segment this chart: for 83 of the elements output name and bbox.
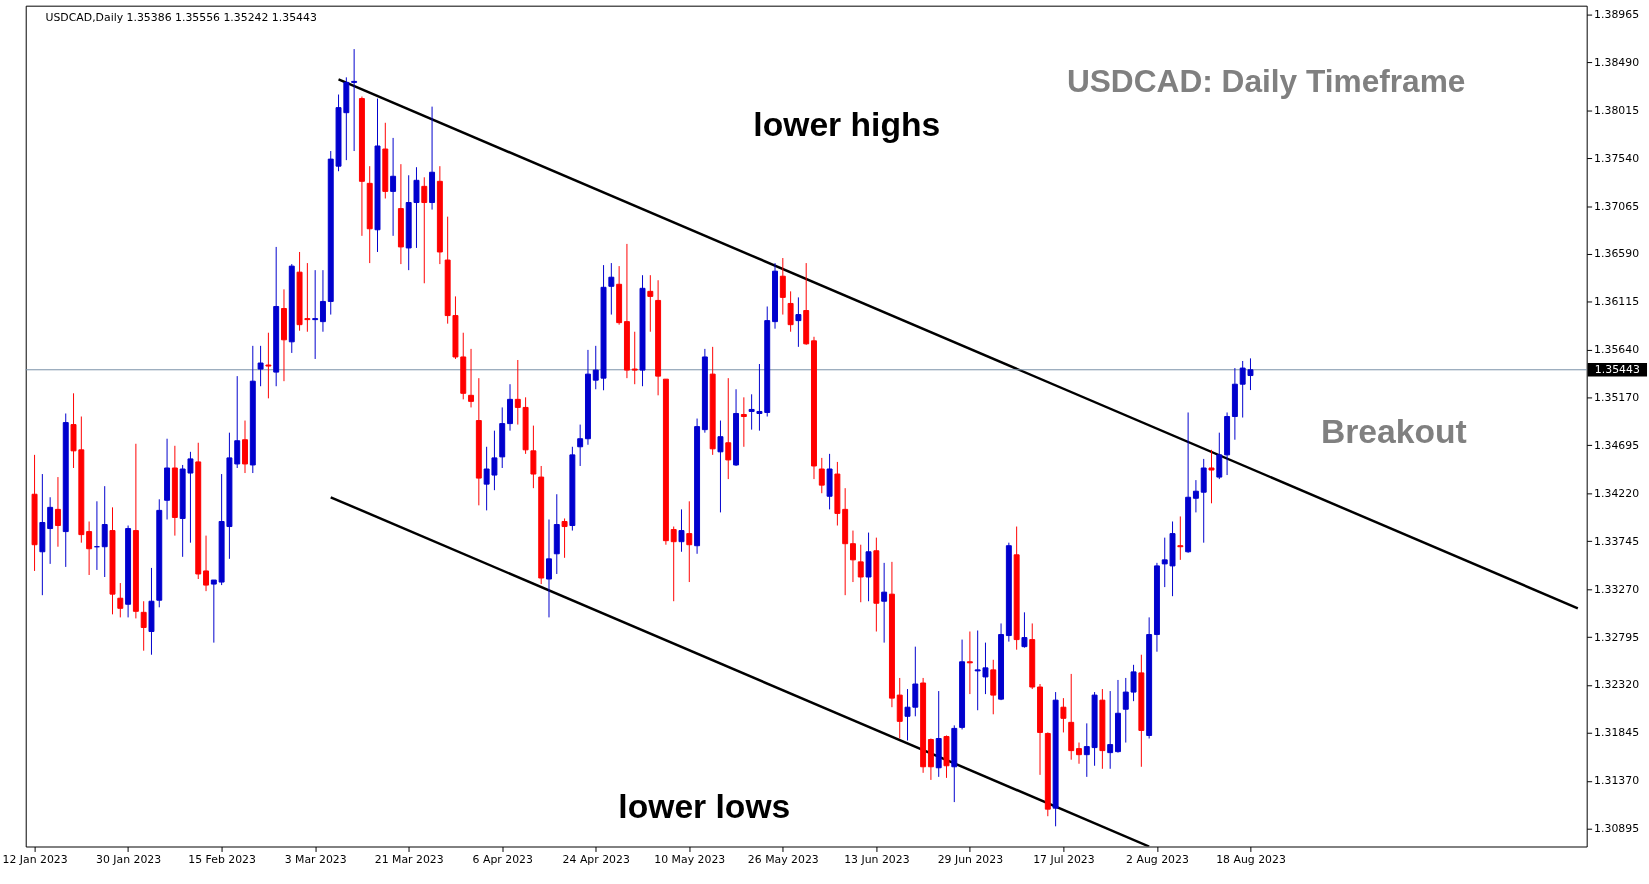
x-tick-label: 24 Apr 2023 xyxy=(562,852,630,866)
y-tick-label: 1.30895 xyxy=(1594,822,1640,836)
annotation: lower lows xyxy=(618,787,791,825)
text: USDCAD: Daily Timeframe xyxy=(1066,62,1466,99)
candlestick xyxy=(608,262,615,316)
candlestick xyxy=(1076,742,1082,765)
candlestick xyxy=(717,420,724,513)
candlestick xyxy=(203,535,210,592)
candlestick xyxy=(577,424,584,467)
candlestick xyxy=(257,345,264,387)
y-tick-label: 1.36590 xyxy=(1594,247,1640,261)
x-tick-label: 26 May 2023 xyxy=(747,852,819,866)
y-tick-label: 1.38965 xyxy=(1594,7,1640,21)
candlestick xyxy=(857,544,864,603)
candlestick xyxy=(1208,449,1215,504)
candlestick xyxy=(421,176,428,284)
candlestick xyxy=(1192,479,1199,513)
candlestick xyxy=(265,332,272,399)
x-tick-label: 6 Apr 2023 xyxy=(472,852,533,866)
y-tick-label: 1.34220 xyxy=(1594,486,1640,500)
candlestick xyxy=(966,631,973,695)
candlestick xyxy=(54,476,61,548)
candlestick xyxy=(686,500,693,583)
x-tick-label: 29 Jun 2023 xyxy=(937,852,1004,866)
candlestick xyxy=(1060,697,1067,733)
candlestick xyxy=(1177,515,1184,561)
candlestick xyxy=(849,530,856,583)
candlestick xyxy=(740,396,747,448)
y-tick-label: 1.38015 xyxy=(1594,103,1640,117)
y-tick-label: 1.37540 xyxy=(1594,151,1640,165)
x-tick-label: 2 Aug 2023 xyxy=(1126,852,1189,866)
y-tick-label: 1.34695 xyxy=(1594,438,1640,452)
candlestick xyxy=(779,257,786,316)
y-tick-label: 1.35170 xyxy=(1594,390,1640,404)
candlestick xyxy=(351,48,358,152)
candlestick xyxy=(86,520,93,576)
x-tick-label: 30 Jan 2023 xyxy=(95,852,162,866)
y-tick-label: 1.33270 xyxy=(1594,582,1640,596)
y-tick-label: 1.33745 xyxy=(1594,534,1640,548)
candlestick xyxy=(319,269,326,333)
y-tick-label: 1.31370 xyxy=(1594,774,1640,788)
candlestick xyxy=(117,582,124,618)
y-tick-label: 1.31845 xyxy=(1594,726,1640,740)
x-tick-label: 18 Aug 2023 xyxy=(1216,852,1286,866)
annotation: Breakout xyxy=(1320,412,1467,450)
candlestick xyxy=(546,518,552,618)
x-tick-label: 10 May 2023 xyxy=(654,852,726,866)
candlestick xyxy=(468,348,475,408)
candlestick xyxy=(818,457,825,494)
candlestick xyxy=(787,290,794,333)
ref-line-label: 1.35443 xyxy=(1594,362,1640,376)
candlestick xyxy=(670,526,677,602)
y-tick-label: 1.38490 xyxy=(1594,55,1640,69)
candlestick xyxy=(530,425,537,489)
x-tick-label: 12 Jan 2023 xyxy=(2,852,68,866)
y-tick-label: 1.35640 xyxy=(1594,343,1640,357)
y-tick-label: 1.37065 xyxy=(1594,199,1640,213)
annotation: lower highs xyxy=(753,106,941,144)
x-tick-label: 21 Mar 2023 xyxy=(374,852,444,866)
candlestick xyxy=(561,517,568,559)
candlestick xyxy=(140,600,147,652)
candlestick xyxy=(1216,432,1223,480)
y-tick-label: 1.36115 xyxy=(1594,295,1640,309)
x-tick-label: 17 Jul 2023 xyxy=(1033,852,1095,866)
x-tick-label: 13 Jun 2023 xyxy=(844,852,910,866)
candlestick xyxy=(647,274,654,333)
candlestick xyxy=(631,331,638,385)
candlestick xyxy=(795,296,802,348)
candlestick xyxy=(1021,611,1028,649)
candlestick xyxy=(1107,690,1114,770)
candlestick xyxy=(390,137,397,237)
candlestick xyxy=(210,579,217,644)
candlestick xyxy=(678,508,685,553)
chart-title: USDCAD,Daily 1.35386 1.35556 1.35242 1.35443 xyxy=(45,10,317,24)
candlestick xyxy=(725,377,732,480)
y-tick-label: 1.32320 xyxy=(1594,678,1640,692)
candlestick xyxy=(312,269,319,360)
candlestick xyxy=(101,485,108,578)
y-tick-label: 1.32795 xyxy=(1594,630,1640,644)
x-tick-label: 15 Feb 2023 xyxy=(188,852,257,866)
candlestick xyxy=(47,496,54,565)
x-tick-label: 3 Mar 2023 xyxy=(284,852,347,866)
candlestick xyxy=(881,562,888,644)
